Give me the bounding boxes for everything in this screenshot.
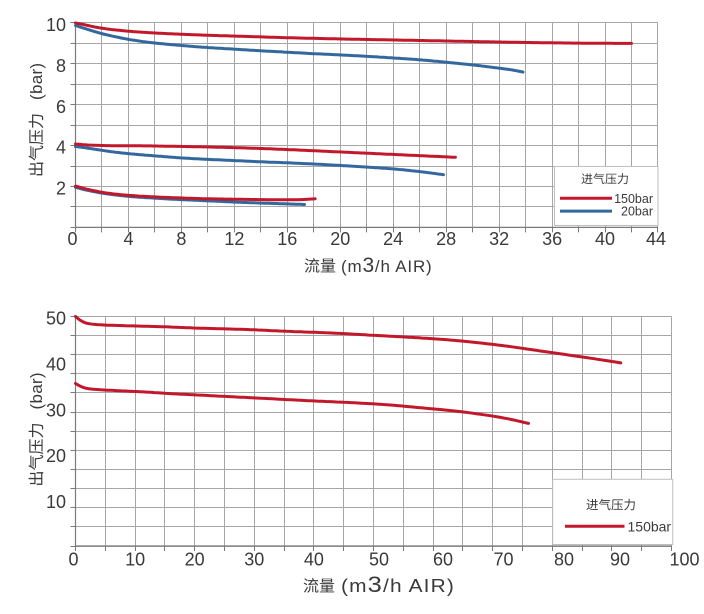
svg-text:6: 6 (56, 97, 66, 117)
svg-text:20: 20 (330, 229, 350, 249)
svg-text:40: 40 (304, 550, 324, 570)
svg-text:0: 0 (67, 229, 77, 249)
svg-text:32: 32 (489, 229, 509, 249)
svg-text:0: 0 (68, 550, 78, 570)
svg-text:24: 24 (383, 229, 403, 249)
svg-text:2: 2 (56, 179, 66, 199)
svg-text:150bar: 150bar (614, 192, 653, 206)
svg-text:20: 20 (46, 446, 66, 466)
svg-text:40: 40 (46, 354, 66, 374)
svg-text:30: 30 (244, 550, 264, 570)
svg-text:40: 40 (595, 229, 615, 249)
svg-text:100: 100 (669, 550, 699, 570)
svg-text:12: 12 (224, 229, 244, 249)
svg-text:(bar): (bar) (27, 372, 46, 409)
svg-text:(bar): (bar) (27, 63, 46, 100)
svg-text:20: 20 (185, 550, 205, 570)
svg-text:16: 16 (277, 229, 297, 249)
svg-text:90: 90 (610, 550, 630, 570)
svg-text:8: 8 (176, 229, 186, 249)
svg-text:4: 4 (56, 138, 66, 158)
svg-text:10: 10 (125, 550, 145, 570)
svg-text:70: 70 (493, 550, 513, 570)
svg-text:(m3/h AIR): (m3/h AIR) (341, 254, 433, 277)
svg-text:8: 8 (56, 56, 66, 76)
svg-text:150bar: 150bar (628, 518, 672, 534)
svg-text:80: 80 (554, 550, 574, 570)
svg-text:36: 36 (542, 229, 562, 249)
svg-text:(m3/h AIR): (m3/h AIR) (341, 572, 455, 597)
svg-text:30: 30 (46, 400, 66, 420)
svg-text:44: 44 (646, 229, 666, 249)
svg-text:60: 60 (433, 550, 453, 570)
svg-text:10: 10 (46, 492, 66, 512)
svg-text:28: 28 (436, 229, 456, 249)
svg-text:20bar: 20bar (621, 205, 653, 219)
svg-text:10: 10 (46, 15, 66, 35)
svg-text:50: 50 (369, 550, 389, 570)
svg-text:50: 50 (46, 309, 66, 329)
svg-text:4: 4 (123, 229, 133, 249)
